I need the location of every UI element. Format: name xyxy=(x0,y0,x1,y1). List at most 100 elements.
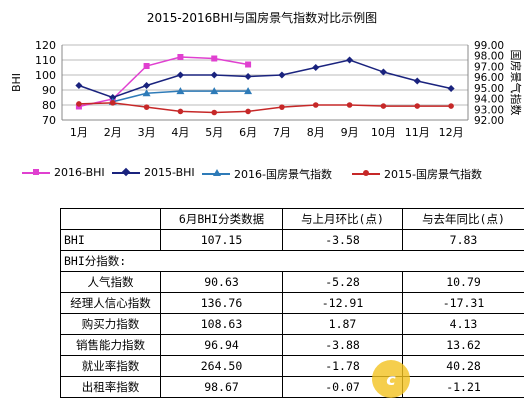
table-header-cell: 与去年同比(点) xyxy=(402,208,524,230)
x-axis-tick-label: 7月 xyxy=(273,126,291,139)
data-point-marker xyxy=(414,103,421,109)
legend-item-2016-index: 2016-国房景气指数 xyxy=(202,166,332,182)
chart-legend: 2016-BHI 2015-BHI 2016-国房景气指数 2015-国房景气指… xyxy=(0,166,524,188)
table-cell: 108.63 xyxy=(160,313,283,335)
x-axis-tick-label: 6月 xyxy=(239,126,257,139)
data-point-marker xyxy=(448,103,454,109)
data-point-marker xyxy=(75,81,83,90)
data-point-marker xyxy=(244,87,253,95)
data-point-marker xyxy=(143,81,151,90)
left-axis-tick-label: 80 xyxy=(42,99,56,112)
right-axis-tick-label: 92.00 xyxy=(474,115,504,127)
data-point-marker xyxy=(177,108,184,115)
table-cell: 13.62 xyxy=(402,334,524,356)
table-header-cell: 与上月环比(点) xyxy=(282,208,403,230)
data-point-marker xyxy=(346,56,354,64)
data-point-marker xyxy=(245,108,251,115)
x-axis-tick-label: 9月 xyxy=(341,126,359,139)
table-row-label: BHI xyxy=(60,229,161,251)
data-point-marker xyxy=(413,77,421,85)
watermark-logo: c xyxy=(372,360,410,398)
table-row: BHI分指数: xyxy=(60,250,524,272)
table-header-row: 6月BHI分类数据 与上月环比(点) 与去年同比(点) xyxy=(60,208,524,230)
data-point-marker xyxy=(176,71,184,79)
left-axis-label: BHI xyxy=(10,73,23,92)
table-cell: 136.76 xyxy=(160,292,283,314)
x-axis-tick-label: 2月 xyxy=(104,126,122,139)
data-point-marker xyxy=(210,87,219,95)
bhi-stats-table: 6月BHI分类数据 与上月环比(点) 与去年同比(点) BHI 107.15 -3.… xyxy=(60,208,524,398)
table-cell: -5.28 xyxy=(282,271,403,293)
right-axis-tick-label: 99.00 xyxy=(474,40,504,52)
chart-area: 2015-2016BHI与国房景气指数对比示例图 70 80 90 100 110 120 9… xyxy=(10,10,523,139)
data-point-marker xyxy=(109,93,117,102)
table-row-label: 销售能力指数 xyxy=(60,334,161,356)
table-row-label: 购买力指数 xyxy=(60,313,161,335)
left-axis-tick-label: 100 xyxy=(35,69,56,82)
data-point-marker xyxy=(142,89,151,97)
data-point-marker xyxy=(379,68,387,76)
table-cell: -3.58 xyxy=(282,229,403,251)
table-cell: 107.15 xyxy=(160,229,283,251)
table-row-label: 经理人信心指数 xyxy=(60,292,161,314)
series-line-4 xyxy=(78,102,452,114)
table-cell: 96.94 xyxy=(160,334,283,356)
legend-label: 2016-BHI xyxy=(54,166,105,179)
table-row: 人气指数 90.63 -5.28 10.79 xyxy=(60,271,524,293)
data-point-marker xyxy=(244,72,252,81)
table-row: 购买力指数 108.63 1.87 4.13 xyxy=(60,313,524,335)
left-axis-tick-label: 110 xyxy=(35,54,56,67)
data-point-marker xyxy=(143,104,150,110)
legend-label: 2015-BHI xyxy=(144,166,195,179)
data-point-marker xyxy=(211,55,218,62)
x-axis-tick-label: 3月 xyxy=(138,126,156,139)
legend-label: 2016-国房景气指数 xyxy=(234,168,332,181)
right-axis-tick-label: 98.00 xyxy=(474,51,504,63)
table-cell: -12.91 xyxy=(282,292,403,314)
legend-item-2015-index: 2015-国房景气指数 xyxy=(352,166,482,182)
table-cell: -17.31 xyxy=(402,292,524,314)
left-axis-tick-label: 90 xyxy=(42,84,56,97)
table-cell: -1.21 xyxy=(402,376,524,398)
data-point-marker xyxy=(109,100,116,106)
left-axis-tick-label: 70 xyxy=(42,114,56,127)
right-axis-tick-label: 96.00 xyxy=(474,72,504,84)
data-point-marker xyxy=(312,102,319,108)
x-axis-tick-label: 12月 xyxy=(439,126,464,139)
left-axis-tick-label: 120 xyxy=(35,39,56,52)
table-cell: 98.67 xyxy=(160,376,283,398)
data-point-marker xyxy=(210,71,218,79)
data-point-marker xyxy=(176,87,185,95)
watermark-text: c xyxy=(386,369,396,389)
data-point-marker xyxy=(380,103,387,109)
table-row-label: 就业率指数 xyxy=(60,355,161,377)
series-line-2 xyxy=(78,59,452,99)
chart-title: 2015-2016BHI与国房景气指数对比示例图 xyxy=(147,10,377,25)
x-axis-tick-label: 10月 xyxy=(371,126,396,139)
right-axis-tick-label: 93.00 xyxy=(474,104,504,116)
data-point-marker xyxy=(211,109,218,116)
x-axis-tick-label: 4月 xyxy=(171,126,189,139)
table-row: 就业率指数 264.50 -1.78 40.28 xyxy=(60,355,524,377)
legend-item-2015-bhi: 2015-BHI xyxy=(112,166,195,179)
chart-svg: 2015-2016BHI与国房景气指数对比示例图 70 80 90 100 110 120 9… xyxy=(10,10,523,139)
table-cell: 1.87 xyxy=(282,313,403,335)
table-section-label: BHI分指数: xyxy=(60,250,524,272)
table-cell: -3.88 xyxy=(282,334,403,356)
table-cell: 90.63 xyxy=(160,271,283,293)
x-axis-tick-label: 1月 xyxy=(70,126,88,139)
table-cell: 10.79 xyxy=(402,271,524,293)
data-point-marker xyxy=(278,71,286,79)
x-axis-tick-label: 11月 xyxy=(405,126,430,139)
series-line-1 xyxy=(78,56,249,108)
table-row: 销售能力指数 96.94 -3.88 13.62 xyxy=(60,334,524,356)
legend-label: 2015-国房景气指数 xyxy=(384,168,482,181)
legend-item-2016-bhi: 2016-BHI xyxy=(22,166,105,179)
data-point-marker xyxy=(245,61,252,68)
data-point-marker xyxy=(76,101,82,107)
right-axis-tick-label: 97.00 xyxy=(474,61,504,73)
data-point-marker xyxy=(346,102,353,108)
table-cell: -1.78 xyxy=(282,355,403,377)
table-row-label: 人气指数 xyxy=(60,271,161,293)
right-axis-tick-label: 94.00 xyxy=(474,94,504,106)
